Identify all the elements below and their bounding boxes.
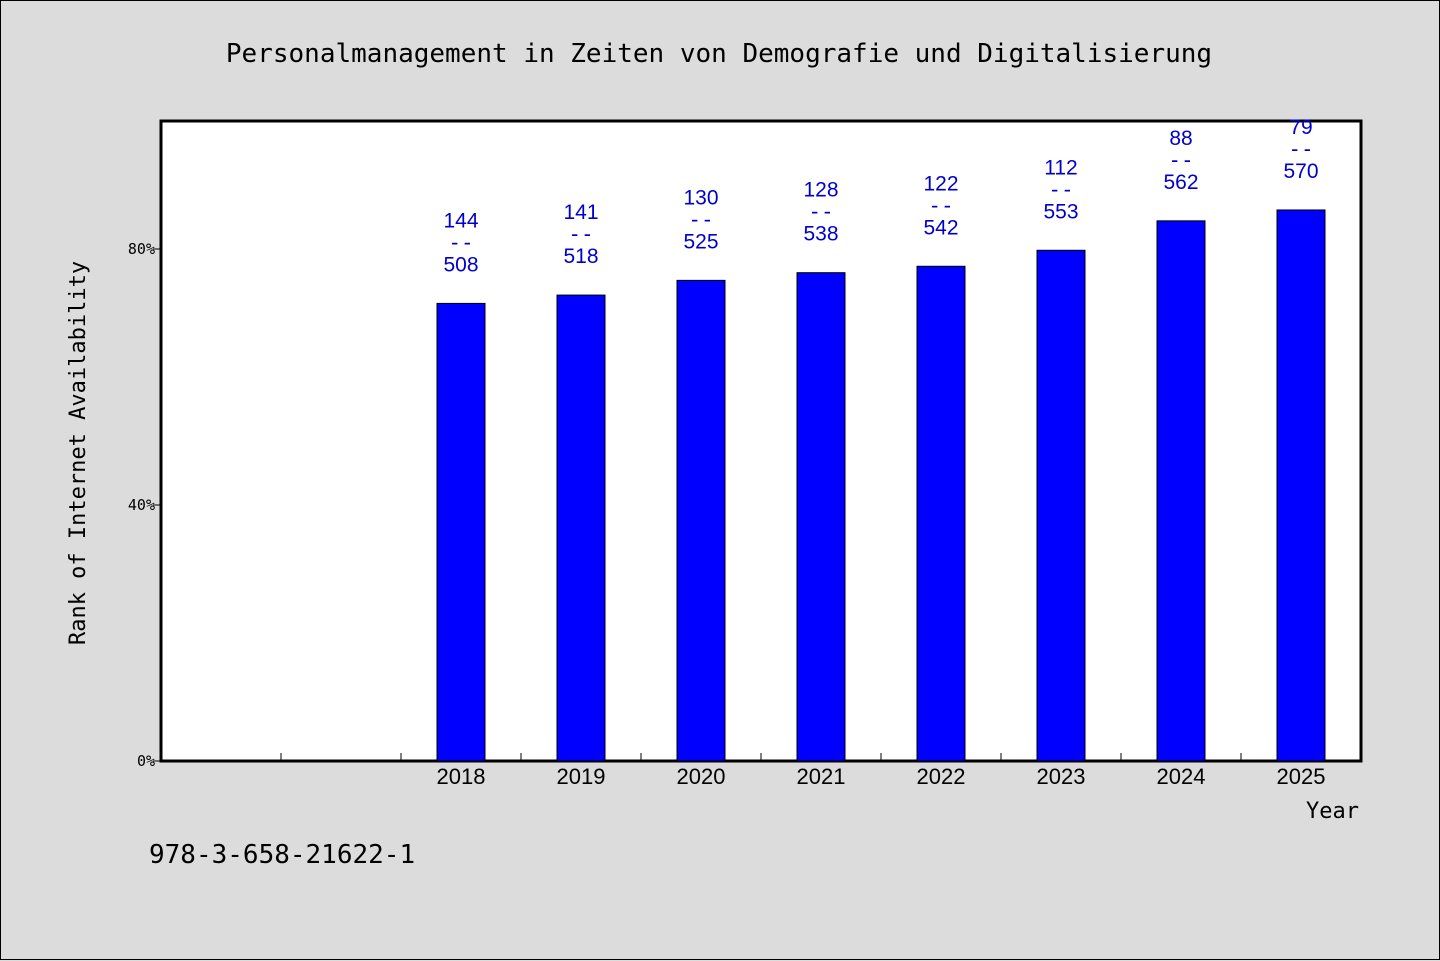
x-tick-label: 2019 — [557, 764, 606, 789]
bar — [676, 279, 726, 762]
y-axis-label: Rank of Internet Availability — [66, 261, 91, 645]
data-label-separator: -- — [928, 193, 953, 217]
data-label-total: 518 — [563, 245, 598, 268]
bars — [436, 209, 1326, 762]
data-label-rank: 79 — [1289, 116, 1312, 139]
x-tick-label: 2024 — [1157, 764, 1206, 789]
data-label-total: 525 — [683, 230, 718, 253]
bar — [916, 265, 966, 762]
data-label-separator: -- — [688, 207, 713, 231]
x-axis-label: Year — [1306, 799, 1359, 824]
x-tick-label: 2023 — [1037, 764, 1086, 789]
data-label-total: 553 — [1043, 200, 1078, 223]
x-tick-label: 2025 — [1277, 764, 1326, 789]
data-label-rank: 88 — [1169, 127, 1192, 150]
data-label-rank: 128 — [803, 179, 838, 202]
bar — [1156, 220, 1206, 762]
data-labels: 2018508--1442019518--1412020525--1302021… — [437, 116, 1326, 789]
data-label-separator: -- — [568, 222, 593, 246]
data-label-total: 562 — [1163, 171, 1198, 194]
x-tick-label: 2018 — [437, 764, 486, 789]
data-label-total: 542 — [923, 216, 958, 239]
data-label-separator: -- — [1168, 148, 1193, 172]
data-label-rank: 112 — [1044, 156, 1077, 179]
data-label-total: 570 — [1283, 160, 1318, 183]
footer-isbn: 978-3-658-21622-1 — [149, 840, 415, 870]
bar — [556, 294, 606, 762]
x-tick-label: 2021 — [797, 764, 846, 789]
data-label-separator: -- — [448, 230, 473, 254]
y-tick-label: 40% — [128, 496, 155, 514]
axis-ticks: 0% 40% 80% — [128, 240, 1242, 770]
y-tick-label: 80% — [128, 240, 155, 258]
data-label-total: 508 — [443, 253, 478, 276]
bar — [1276, 209, 1326, 762]
bar — [436, 302, 486, 762]
bar — [796, 272, 846, 762]
data-label-separator: -- — [808, 200, 833, 224]
x-tick-label: 2020 — [677, 764, 726, 789]
data-label-rank: 130 — [683, 186, 718, 209]
data-label-total: 538 — [803, 223, 838, 246]
data-label-separator: -- — [1288, 137, 1313, 161]
y-tick-label: 0% — [137, 752, 155, 770]
data-label-rank: 122 — [923, 172, 958, 195]
data-label-rank: 144 — [443, 209, 478, 232]
data-label-separator: -- — [1048, 177, 1073, 201]
bar — [1036, 249, 1086, 762]
chart-title: Personalmanagement in Zeiten von Demogra… — [226, 39, 1212, 69]
data-label-rank: 141 — [563, 201, 598, 224]
x-tick-label: 2022 — [917, 764, 966, 789]
